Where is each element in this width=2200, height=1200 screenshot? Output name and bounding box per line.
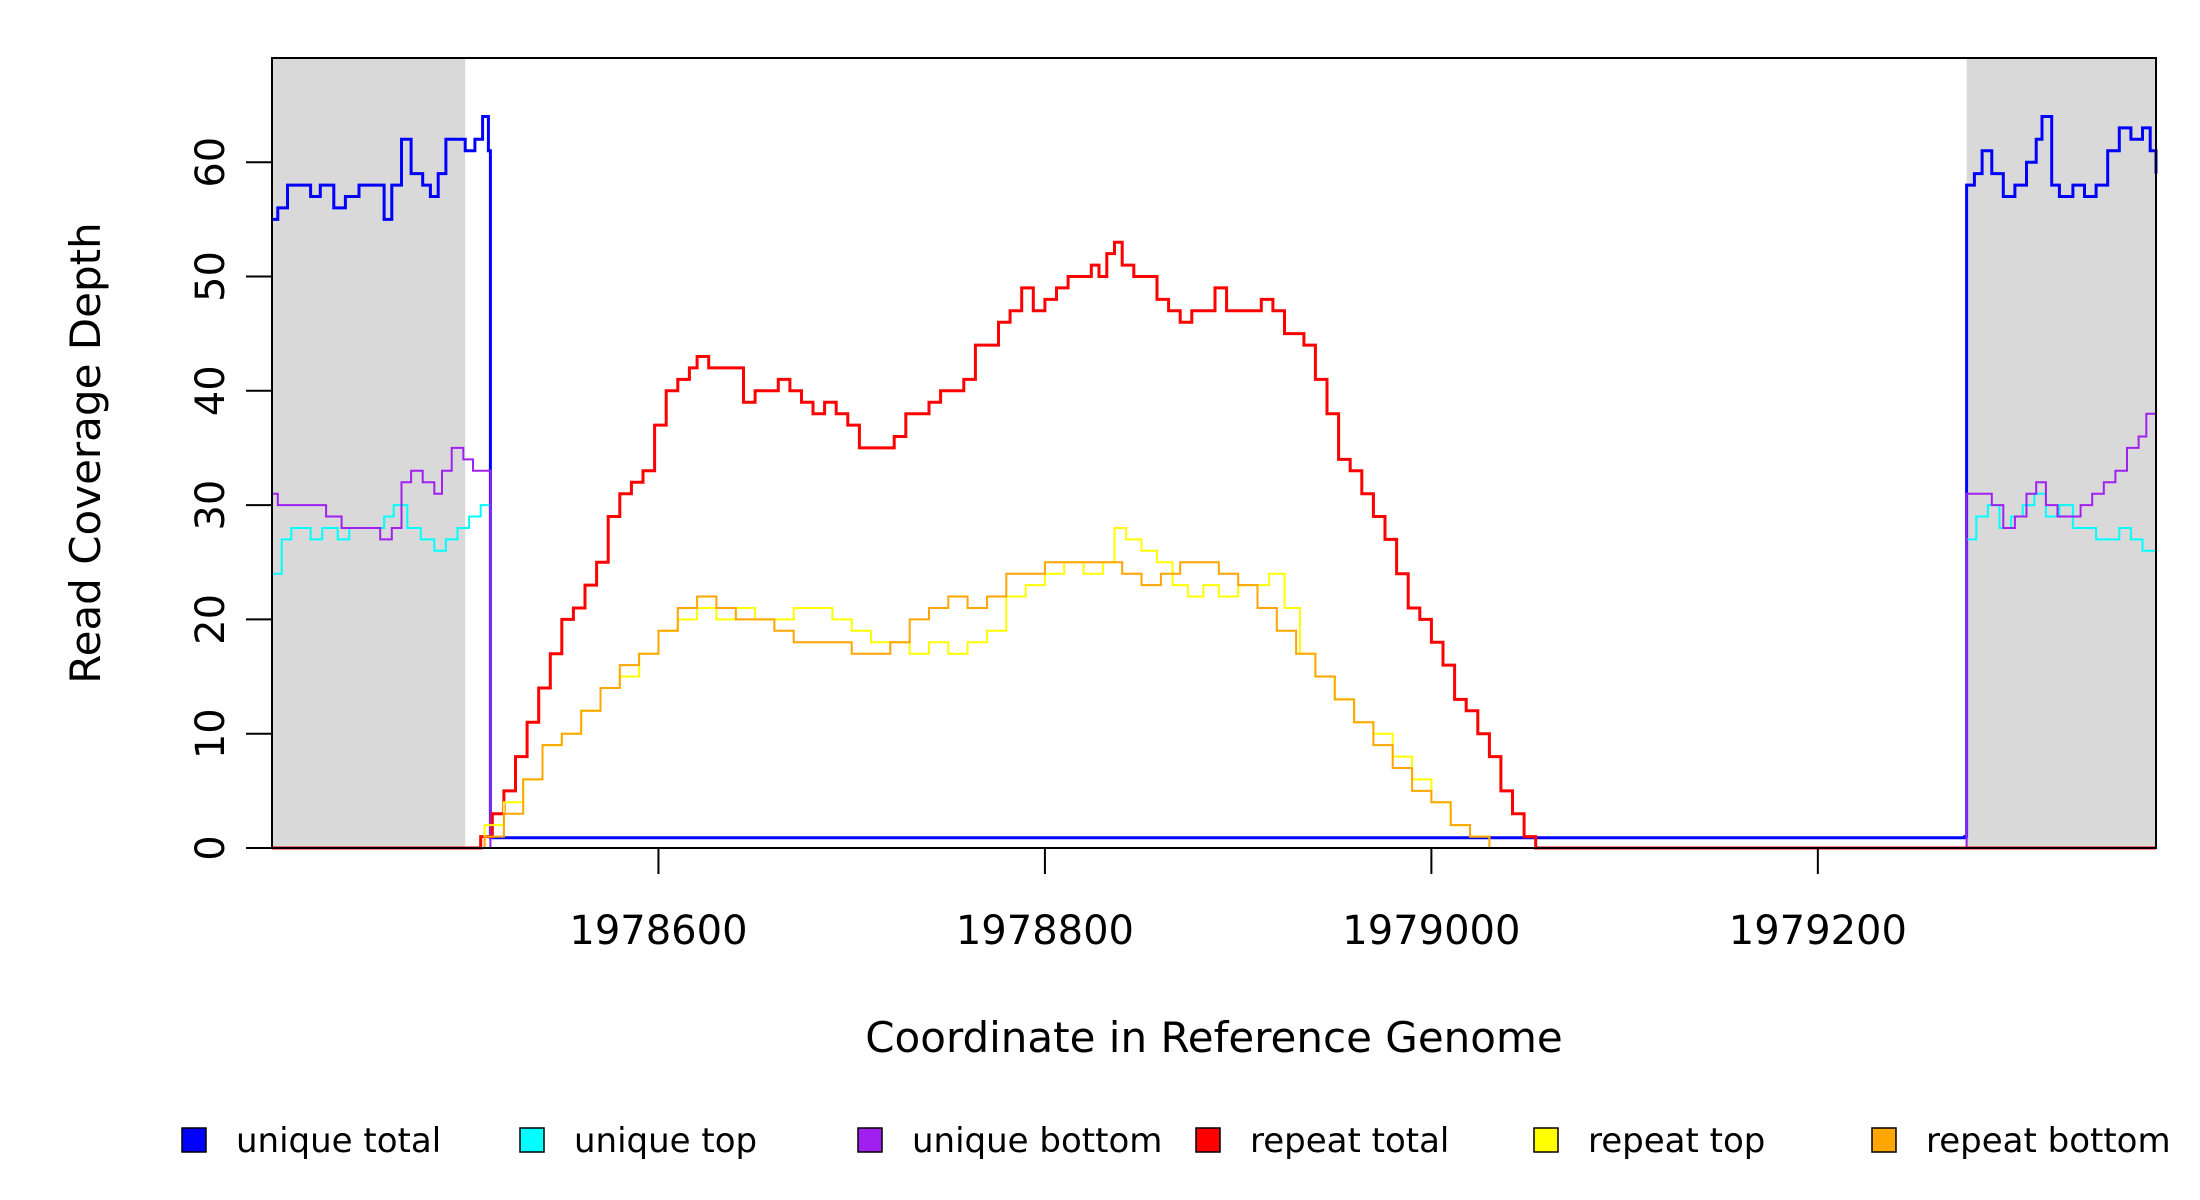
shaded-flank-regions bbox=[272, 58, 2156, 848]
x-tick-label: 1978800 bbox=[956, 908, 1134, 954]
legend-label-unique-total: unique total bbox=[236, 1121, 441, 1161]
legend-swatch-repeat-bottom bbox=[1871, 1127, 1897, 1153]
legend-label-unique-top: unique top bbox=[574, 1121, 757, 1161]
y-tick-label: 0 bbox=[188, 835, 234, 860]
legend-label-repeat-total: repeat total bbox=[1250, 1121, 1449, 1161]
series-lines bbox=[272, 115, 2158, 850]
y-axis-title: Read Coverage Depth bbox=[61, 222, 110, 683]
legend-swatch-unique-bottom bbox=[857, 1127, 883, 1153]
y-tick-label: 30 bbox=[188, 480, 234, 531]
series-line-unique-bottom bbox=[272, 412, 2157, 849]
x-tick-label: 1978600 bbox=[569, 908, 747, 954]
x-tick-label: 1979000 bbox=[1342, 908, 1520, 954]
y-tick-label: 10 bbox=[188, 708, 234, 759]
series-line-repeat-total bbox=[272, 240, 2156, 850]
legend-swatch-unique-top bbox=[519, 1127, 545, 1153]
series-line-repeat-top bbox=[272, 527, 2156, 849]
legend-swatch-repeat-total bbox=[1195, 1127, 1221, 1153]
shaded-region-0 bbox=[272, 58, 466, 848]
legend-swatch-unique-total bbox=[181, 1127, 207, 1153]
legend-label-unique-bottom: unique bottom bbox=[912, 1121, 1162, 1161]
y-tick-label: 60 bbox=[188, 137, 234, 188]
series-line-unique-total bbox=[272, 115, 2158, 840]
x-axis-title: Coordinate in Reference Genome bbox=[865, 1013, 1563, 1062]
shaded-region-1 bbox=[1966, 58, 2156, 848]
series-line-repeat-bottom bbox=[272, 561, 2156, 849]
y-tick-label: 20 bbox=[188, 594, 234, 645]
legend-label-repeat-bottom: repeat bottom bbox=[1926, 1121, 2171, 1161]
x-axis: 1978600 1978800 1979000 1979200 bbox=[569, 848, 1907, 954]
legend-label-repeat-top: repeat top bbox=[1588, 1121, 1765, 1161]
legend-swatch-repeat-top bbox=[1533, 1127, 1559, 1153]
series-line-unique-top bbox=[272, 492, 2157, 849]
x-tick-label: 1979200 bbox=[1729, 908, 1907, 954]
legend: unique total unique top unique bottom repea… bbox=[181, 1121, 2171, 1161]
plot-frame bbox=[271, 57, 2157, 849]
y-tick-label: 40 bbox=[188, 365, 234, 416]
y-tick-label: 50 bbox=[188, 251, 234, 302]
y-axis: 0 10 20 30 40 50 60 bbox=[188, 137, 272, 861]
